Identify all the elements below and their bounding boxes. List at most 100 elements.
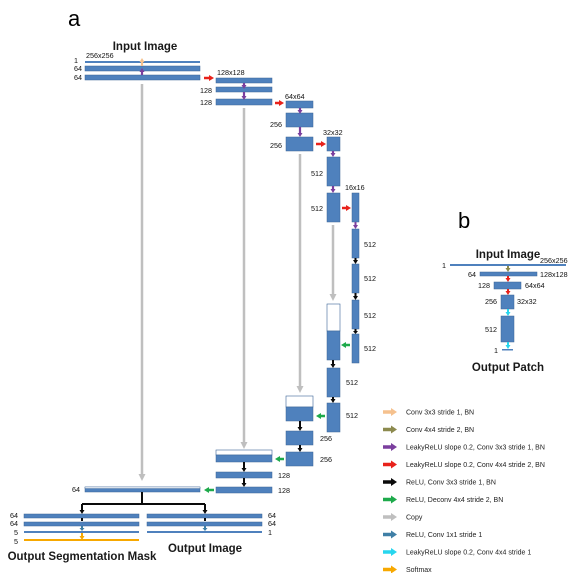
legend-arrow-head-icon xyxy=(391,425,397,434)
label-u2-128: 128 xyxy=(278,471,290,480)
enc3-block-b xyxy=(285,136,314,152)
legend-label: Conv 3x3 stride 1, BN xyxy=(406,410,474,417)
label-b-256: 256 xyxy=(485,297,497,306)
label-in-64a: 64 xyxy=(74,64,82,73)
legend-label: ReLU, Deconv 4x4 stride 2, BN xyxy=(406,497,503,504)
legend-arrow-head-icon xyxy=(391,408,397,416)
legend-label: Conv 4x4 stride 2, BN xyxy=(406,427,474,434)
legend-label: LeakyReLU slope 0.2, Conv 3x3 stride 1, … xyxy=(406,445,545,452)
dec2-copy-half xyxy=(215,449,273,456)
img-out xyxy=(147,531,262,533)
panel-b-input-title: Input Image xyxy=(476,249,541,261)
panel-b-output-title: Output Patch xyxy=(472,362,544,374)
legend-arrow-head-icon xyxy=(391,495,397,504)
label-seg-5b: 5 xyxy=(14,537,18,546)
label-b-size1: 256x256 xyxy=(540,256,568,265)
enc-level-4: 32x32 512 512 xyxy=(311,128,343,223)
legend-item: Conv 3x3 stride 1, BN xyxy=(383,408,474,417)
label-l3-256b: 256 xyxy=(270,141,282,150)
label-img-1: 1 xyxy=(268,528,272,537)
label-l2-128a: 128 xyxy=(200,86,212,95)
enc3-block-a xyxy=(285,112,314,128)
enc2-block-0 xyxy=(215,77,273,84)
seg-block-c xyxy=(24,531,139,533)
label-l5-512b: 512 xyxy=(364,274,376,283)
enc-level-3: 64x64 256 256 xyxy=(270,92,314,152)
dec3-up-half xyxy=(285,406,314,422)
legend-item: LeakyReLU slope 0.2, Conv 4x4 stride 1 xyxy=(383,548,531,557)
dec2-block-b xyxy=(215,486,273,494)
label-img-64a: 64 xyxy=(268,511,276,520)
dec3-block-b xyxy=(285,451,314,467)
dec-level-4: 512 512 xyxy=(326,303,358,433)
enc4-block-b xyxy=(326,192,341,223)
enc4-block-0 xyxy=(326,136,341,152)
label-l5-512a: 512 xyxy=(364,240,376,249)
label-l4-512a: 512 xyxy=(311,169,323,178)
label-u4-512b: 512 xyxy=(346,411,358,420)
label-seg-64b: 64 xyxy=(10,519,18,528)
seg-block-b xyxy=(23,521,140,527)
legend-label: Softmax xyxy=(406,567,432,573)
enc-level-2: 128x128 128 128 xyxy=(200,68,273,107)
label-img-64b: 64 xyxy=(268,519,276,528)
seg-softmax-out xyxy=(24,539,139,541)
legend-label: ReLU, Conv 1x1 stride 1 xyxy=(406,532,482,539)
label-in-64b: 64 xyxy=(74,73,82,82)
seg-block-a xyxy=(23,513,140,519)
legend-item: ReLU, Deconv 4x4 stride 2, BN xyxy=(383,495,503,504)
label-seg-5a: 5 xyxy=(14,528,18,537)
legend-item: ReLU, Conv 3x3 stride 1, BN xyxy=(383,478,496,487)
legend-arrow-head-icon xyxy=(391,460,397,469)
label-in-size: 256x256 xyxy=(86,51,114,60)
panel-b-network: 1 256x256 64 128x128 128 64x64 256 32x32… xyxy=(442,256,568,355)
legend-item: Softmax xyxy=(383,565,432,573)
branch-connector xyxy=(79,492,208,514)
dec4-block-b xyxy=(326,402,341,433)
enc5-block-0 xyxy=(351,192,360,223)
label-b-128: 128 xyxy=(478,281,490,290)
enc-level-1: 1 256x256 64 64 xyxy=(74,51,201,82)
enc5-block-d xyxy=(351,333,360,364)
skip-connections xyxy=(140,84,335,476)
legend-arrow-head-icon xyxy=(391,443,397,451)
legend-item: Copy xyxy=(383,513,423,522)
legend-item: LeakyReLU slope 0.2, Conv 4x4 stride 2, … xyxy=(383,460,545,469)
panel-a-letter: a xyxy=(68,6,81,31)
legend-arrow-head-icon xyxy=(391,513,397,521)
label-u1-64: 64 xyxy=(72,485,80,494)
label-b-512: 512 xyxy=(485,325,497,334)
legend: Conv 3x3 stride 1, BN Conv 4x4 stride 2, … xyxy=(383,408,545,573)
enc5-block-a xyxy=(351,228,360,259)
legend-arrow-head-icon xyxy=(391,530,397,539)
label-l5-size: 16x16 xyxy=(345,183,365,192)
label-l3-256a: 256 xyxy=(270,120,282,129)
legend-label: LeakyReLU slope 0.2, Conv 4x4 stride 1 xyxy=(406,550,531,557)
legend-label: LeakyReLU slope 0.2, Conv 4x4 stride 2, … xyxy=(406,462,545,469)
dec4-up-half xyxy=(326,330,341,361)
img-block-a xyxy=(146,513,263,519)
output-seg-title: Output Segmentation Mask xyxy=(8,551,157,563)
dec4-block-a xyxy=(326,367,341,398)
dec-level-2: 128 128 xyxy=(215,449,290,495)
label-u2-128b: 128 xyxy=(278,486,290,495)
dec-level-3: 256 256 xyxy=(285,395,332,467)
dec3-copy-half xyxy=(285,395,314,408)
panel-b-letter: b xyxy=(458,208,470,233)
label-b-size4: 32x32 xyxy=(517,297,537,306)
legend-item: ReLU, Conv 1x1 stride 1 xyxy=(383,530,482,539)
label-b-64: 64 xyxy=(468,270,476,279)
legend-label: ReLU, Conv 3x3 stride 1, BN xyxy=(406,480,496,487)
legend-item: Conv 4x4 stride 2, BN xyxy=(383,425,474,434)
label-b-1out: 1 xyxy=(494,346,498,355)
enc3-block-0 xyxy=(285,100,314,109)
dec2-block-a xyxy=(215,471,273,479)
output-img-title: Output Image xyxy=(168,543,242,555)
label-l5-512d: 512 xyxy=(364,344,376,353)
label-b-size2: 128x128 xyxy=(540,270,568,279)
label-l4-size: 32x32 xyxy=(323,128,343,137)
enc5-block-b xyxy=(351,263,360,294)
segmentation-head: 64 64 5 5 Output Segmentation Mask xyxy=(8,511,157,563)
dec-level-1: 64 xyxy=(72,485,201,494)
